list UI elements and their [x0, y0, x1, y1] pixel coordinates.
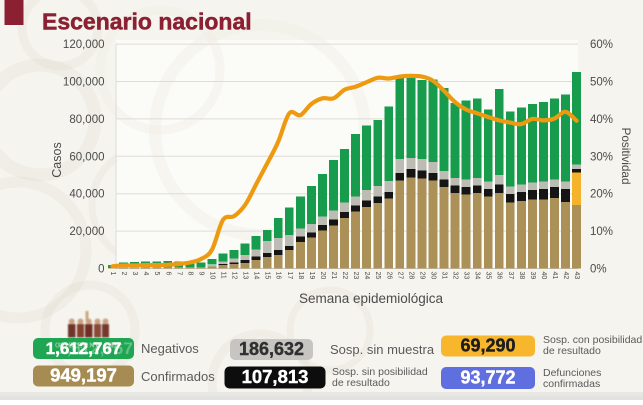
svg-text:107,813: 107,813 [242, 366, 309, 387]
svg-text:28: 28 [407, 272, 414, 280]
svg-text:18: 18 [297, 272, 304, 280]
svg-text:7: 7 [175, 272, 182, 276]
svg-text:20: 20 [319, 272, 326, 280]
svg-text:20,000: 20,000 [69, 226, 104, 238]
svg-text:15: 15 [264, 272, 271, 280]
svg-text:de resultado: de resultado [332, 377, 390, 389]
svg-text:60,000: 60,000 [69, 151, 104, 163]
svg-text:120,000: 120,000 [63, 39, 105, 51]
svg-text:43: 43 [573, 272, 580, 280]
svg-text:40: 40 [540, 272, 547, 280]
svg-text:Sosp. sin muestra: Sosp. sin muestra [330, 342, 435, 357]
svg-text:16: 16 [275, 272, 282, 280]
svg-text:de resultado: de resultado [543, 345, 601, 357]
svg-text:29: 29 [418, 272, 425, 280]
svg-text:6: 6 [164, 272, 171, 276]
svg-text:0: 0 [98, 264, 104, 276]
svg-text:40%: 40% [590, 114, 613, 126]
svg-text:20%: 20% [590, 189, 613, 201]
svg-text:confirmadas: confirmadas [543, 378, 600, 390]
svg-text:186,632: 186,632 [239, 339, 304, 359]
svg-text:9: 9 [197, 272, 204, 276]
svg-text:24: 24 [363, 272, 370, 280]
svg-text:39: 39 [529, 272, 536, 280]
svg-text:Escenario nacional: Escenario nacional [42, 9, 252, 35]
svg-text:80,000: 80,000 [69, 114, 104, 126]
svg-text:37: 37 [507, 272, 514, 280]
svg-text:Confirmados: Confirmados [141, 369, 215, 384]
svg-text:8: 8 [186, 272, 193, 276]
svg-text:GOBIERNO DE: GOBIERNO DE [55, 341, 117, 350]
svg-text:35: 35 [485, 272, 492, 280]
svg-text:19: 19 [308, 272, 315, 280]
svg-text:2: 2 [120, 272, 127, 276]
svg-text:25: 25 [374, 272, 381, 280]
svg-text:31: 31 [441, 272, 448, 280]
svg-text:14: 14 [253, 272, 260, 280]
svg-text:11: 11 [220, 272, 227, 279]
svg-text:Positividad: Positividad [619, 127, 633, 184]
svg-text:17: 17 [286, 272, 293, 280]
svg-text:30%: 30% [590, 151, 613, 163]
svg-text:38: 38 [518, 272, 525, 280]
svg-text:10%: 10% [590, 226, 613, 238]
svg-text:30: 30 [430, 272, 437, 280]
svg-text:60%: 60% [590, 39, 613, 51]
svg-text:34: 34 [474, 272, 481, 280]
svg-text:21: 21 [330, 272, 337, 280]
svg-text:22: 22 [341, 272, 348, 280]
svg-text:50%: 50% [590, 77, 613, 89]
svg-text:5: 5 [153, 272, 160, 276]
svg-text:41: 41 [551, 272, 558, 280]
svg-text:3: 3 [131, 272, 138, 276]
svg-text:4: 4 [142, 272, 149, 276]
svg-text:949,197: 949,197 [50, 365, 117, 386]
svg-text:12: 12 [231, 272, 238, 280]
svg-text:Casos: Casos [50, 142, 64, 177]
svg-text:1: 1 [109, 272, 116, 276]
svg-text:Negativos: Negativos [141, 341, 199, 356]
svg-text:69,290: 69,290 [460, 336, 515, 356]
svg-text:27: 27 [396, 272, 403, 280]
svg-text:93,772: 93,772 [460, 368, 515, 388]
svg-text:40,000: 40,000 [69, 189, 104, 201]
svg-text:Semana epidemiológica: Semana epidemiológica [299, 291, 444, 306]
svg-text:0%: 0% [590, 264, 607, 276]
svg-text:42: 42 [562, 272, 569, 280]
svg-text:33: 33 [463, 272, 470, 280]
svg-text:32: 32 [452, 272, 459, 280]
svg-text:10: 10 [208, 272, 215, 280]
svg-text:13: 13 [242, 272, 249, 280]
svg-text:100,000: 100,000 [63, 77, 105, 89]
svg-text:36: 36 [496, 272, 503, 280]
svg-text:26: 26 [385, 272, 392, 280]
svg-text:23: 23 [352, 272, 359, 280]
